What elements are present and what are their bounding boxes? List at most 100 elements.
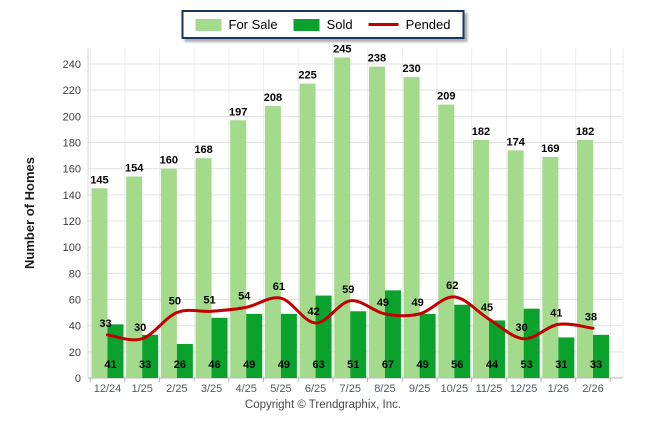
for-sale-bar (438, 104, 455, 378)
sold-value-label: 33 (590, 359, 602, 371)
for-sale-bar (91, 188, 108, 378)
for-sale-swatch (195, 18, 222, 31)
for-sale-value-label: 169 (541, 143, 559, 155)
sold-value-label: 49 (243, 359, 255, 371)
pended-value-label: 50 (169, 296, 181, 308)
sold-bar (523, 308, 540, 378)
legend-label-pended: Pended (405, 17, 451, 32)
for-sale-value-label: 182 (576, 126, 594, 138)
for-sale-value-label: 197 (229, 106, 247, 118)
x-axis-label: 1/25 (131, 383, 152, 395)
for-sale-bar (230, 120, 247, 378)
pended-value-label: 61 (273, 281, 285, 293)
for-sale-bar (542, 156, 559, 378)
sold-value-label: 44 (486, 359, 499, 371)
sold-bar (454, 304, 471, 378)
x-axis-label: 1/26 (548, 383, 569, 395)
sold-value-label: 41 (104, 359, 116, 371)
pended-value-label: 45 (481, 302, 493, 314)
for-sale-bar (126, 176, 143, 378)
pended-line-swatch (368, 23, 399, 26)
for-sale-value-label: 168 (194, 144, 212, 156)
sold-value-label: 49 (416, 359, 428, 371)
sold-value-label: 26 (174, 359, 186, 371)
for-sale-bar (160, 168, 177, 378)
pended-value-label: 49 (411, 297, 423, 309)
sold-bar (246, 313, 263, 378)
sold-bar (384, 290, 401, 378)
sold-value-label: 56 (451, 359, 463, 371)
y-axis-tick-label: 80 (69, 268, 81, 280)
x-axis-label: 11/25 (476, 383, 503, 395)
y-axis-tick-label: 60 (69, 295, 81, 307)
pended-value-label: 59 (342, 284, 354, 296)
sold-bar (350, 311, 367, 378)
sold-bar (211, 317, 228, 378)
y-axis-tick-label: 140 (63, 190, 81, 202)
pended-value-label: 51 (203, 294, 215, 306)
legend-item-sold: Sold (293, 17, 353, 32)
x-axis-label: 6/25 (305, 383, 326, 395)
for-sale-value-label: 182 (472, 126, 490, 138)
sold-value-label: 53 (521, 359, 533, 371)
for-sale-bar (264, 105, 281, 378)
y-axis-tick-label: 180 (63, 138, 81, 150)
legend-label-for-sale: For Sale (228, 17, 278, 32)
sold-swatch (293, 18, 320, 31)
for-sale-value-label: 174 (506, 136, 525, 148)
for-sale-bar (403, 77, 420, 378)
for-sale-bar (334, 57, 351, 378)
pended-line (106, 295, 595, 342)
pended-value-label: 30 (516, 322, 528, 334)
for-sale-value-label: 160 (160, 155, 178, 167)
y-axis-tick-label: 100 (63, 242, 81, 254)
for-sale-value-label: 208 (264, 92, 282, 104)
sold-bar (488, 320, 505, 378)
pended-value-label: 30 (134, 322, 146, 334)
x-axis-label: 3/25 (201, 383, 222, 395)
x-axis-label: 8/25 (374, 383, 395, 395)
sold-bar (558, 337, 575, 378)
pended-value-label: 62 (446, 280, 458, 292)
copyright-text: Copyright © Trendgraphix, Inc. (244, 399, 402, 411)
for-sale-bar (368, 66, 385, 378)
sold-value-label: 33 (139, 359, 151, 371)
for-sale-value-label: 209 (437, 91, 455, 103)
y-axis-tick-label: 120 (63, 216, 81, 228)
for-sale-value-label: 238 (368, 53, 386, 65)
x-axis-label: 10/25 (441, 383, 469, 395)
sold-value-label: 46 (208, 359, 220, 371)
for-sale-bar (472, 139, 489, 378)
sold-value-label: 51 (347, 359, 359, 371)
legend: For Sale Sold Pended (181, 10, 465, 39)
x-axis-label: 9/25 (409, 383, 430, 395)
pended-value-label: 49 (377, 297, 389, 309)
pended-value-label: 38 (585, 311, 597, 323)
sold-bar (176, 343, 193, 378)
for-sale-value-label: 230 (402, 63, 420, 75)
for-sale-bar (507, 150, 524, 378)
sold-value-label: 63 (312, 359, 324, 371)
for-sale-value-label: 145 (90, 174, 108, 186)
pended-value-label: 41 (550, 307, 562, 319)
x-axis-label: 2/25 (166, 383, 187, 395)
y-axis-tick-label: 220 (63, 85, 81, 97)
sold-value-label: 31 (555, 359, 567, 371)
x-axis-label: 7/25 (340, 383, 361, 395)
y-axis-tick-label: 160 (63, 164, 81, 176)
for-sale-value-label: 154 (125, 163, 144, 175)
legend-item-pended: Pended (368, 17, 451, 32)
pended-value-label: 42 (307, 306, 319, 318)
y-axis-tick-label: 0 (75, 373, 81, 385)
sold-bar (593, 334, 610, 378)
y-axis-tick-label: 20 (69, 347, 81, 359)
y-axis-tick-label: 200 (63, 111, 81, 123)
x-axis-label: 4/25 (236, 383, 257, 395)
legend-label-sold: Sold (326, 17, 353, 32)
pended-value-label: 33 (99, 318, 111, 330)
sold-bar (142, 334, 159, 378)
for-sale-bar (195, 158, 212, 378)
for-sale-value-label: 225 (298, 70, 316, 82)
